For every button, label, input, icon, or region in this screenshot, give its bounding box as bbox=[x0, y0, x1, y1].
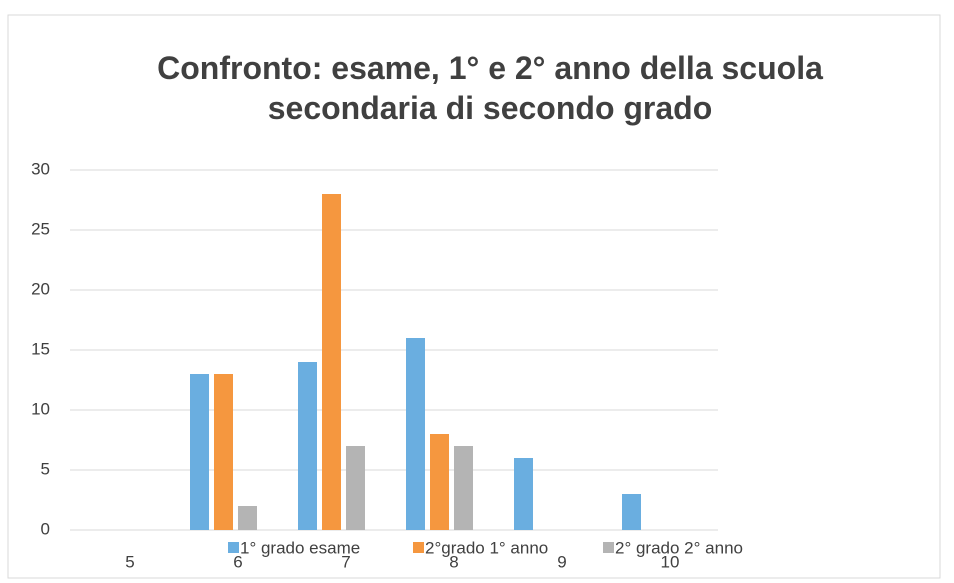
x-tick-label: 8 bbox=[449, 552, 458, 571]
chart-title: Confronto: esame, 1° e 2° anno della scu… bbox=[157, 50, 823, 126]
x-tick-label: 9 bbox=[557, 552, 566, 571]
legend-label: 1° grado esame bbox=[240, 538, 360, 557]
bar bbox=[190, 374, 209, 530]
chart-border bbox=[7, 14, 941, 579]
x-tick-label: 6 bbox=[233, 552, 242, 571]
y-tick-label: 5 bbox=[41, 459, 50, 478]
y-tick-label: 25 bbox=[31, 219, 50, 238]
bar bbox=[514, 458, 533, 530]
y-tick-label: 20 bbox=[31, 279, 50, 298]
bar bbox=[322, 194, 341, 530]
x-tick-label: 5 bbox=[125, 552, 134, 571]
y-tick-label: 15 bbox=[31, 339, 50, 358]
bar bbox=[430, 434, 449, 530]
x-tick-label: 10 bbox=[661, 552, 680, 571]
legend-swatch bbox=[228, 542, 239, 553]
bar bbox=[214, 374, 233, 530]
y-tick-label: 0 bbox=[41, 519, 50, 538]
x-tick-label: 7 bbox=[341, 552, 350, 571]
bar bbox=[238, 506, 257, 530]
legend-label: 2°grado 1° anno bbox=[425, 538, 548, 557]
legend-label: 2° grado 2° anno bbox=[615, 538, 743, 557]
bar bbox=[454, 446, 473, 530]
bar bbox=[622, 494, 641, 530]
legend-swatch bbox=[413, 542, 424, 553]
y-tick-label: 30 bbox=[31, 159, 50, 178]
bar bbox=[406, 338, 425, 530]
bar bbox=[298, 362, 317, 530]
y-tick-label: 10 bbox=[31, 399, 50, 418]
bar bbox=[346, 446, 365, 530]
legend-swatch bbox=[603, 542, 614, 553]
